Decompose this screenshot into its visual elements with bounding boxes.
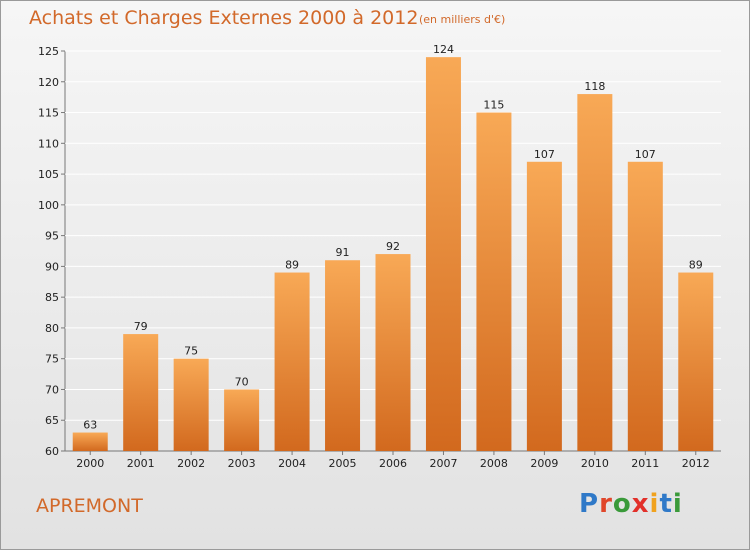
data-label: 89 [689,259,703,272]
data-label: 63 [83,419,97,432]
y-tick-label: 85 [45,291,59,304]
y-tick-label: 90 [45,260,59,273]
data-label: 79 [134,320,148,333]
bar-2006 [375,254,411,451]
bar-2008 [476,112,512,452]
bar-2007 [425,57,461,452]
data-label: 89 [285,259,299,272]
x-tick-label: 2003 [228,457,256,470]
y-tick-label: 125 [38,45,59,58]
bar-2012 [678,272,714,451]
data-label: 124 [433,43,454,56]
logo-letter: t [659,489,673,519]
data-label: 107 [635,148,656,161]
y-tick-label: 100 [38,199,59,212]
y-tick-label: 120 [38,76,59,89]
x-tick-label: 2008 [480,457,508,470]
y-tick-label: 115 [38,107,59,120]
x-tick-label: 2007 [429,457,457,470]
data-label: 91 [336,246,350,259]
logo-letter: P [579,489,600,519]
bar-2011 [627,161,663,451]
x-tick-label: 2009 [530,457,558,470]
bar-2000 [72,432,108,451]
y-tick-label: 75 [45,353,59,366]
logo-letter: x [631,489,650,519]
data-label: 107 [534,148,555,161]
x-tick-label: 2011 [631,457,659,470]
bar-2005 [325,260,361,451]
x-tick-label: 2006 [379,457,407,470]
commune-name: APREMONT [36,495,143,517]
chart-subtitle: (en milliers d'€) [419,13,506,26]
data-label: 75 [184,345,198,358]
bar-2001 [123,334,159,451]
bar-2003 [224,389,260,451]
logo-letter: i [649,489,660,519]
y-tick-label: 60 [45,445,59,458]
x-tick-label: 2001 [127,457,155,470]
logo-letter: r [599,489,613,519]
bar-2002 [173,358,209,451]
y-tick-label: 105 [38,168,59,181]
bar-2010 [577,94,613,452]
data-label: 92 [386,240,400,253]
data-label: 118 [584,80,605,93]
x-tick-label: 2010 [581,457,609,470]
y-tick-label: 65 [45,414,59,427]
x-tick-label: 2002 [177,457,205,470]
chart-title: Achats et Charges Externes 2000 à 2012 [29,7,419,29]
bar-2009 [526,161,562,451]
y-tick-label: 95 [45,230,59,243]
y-tick-label: 110 [38,137,59,150]
proxiti-logo: Proxiti [579,489,683,519]
logo-letter: i [672,489,683,519]
data-label: 70 [235,375,249,388]
y-tick-label: 80 [45,322,59,335]
data-label: 115 [483,99,504,112]
logo-letter: o [612,489,632,519]
bar-2004 [274,272,310,451]
x-tick-label: 2005 [329,457,357,470]
x-tick-label: 2000 [76,457,104,470]
x-tick-label: 2004 [278,457,306,470]
x-tick-label: 2012 [682,457,710,470]
y-tick-label: 70 [45,383,59,396]
